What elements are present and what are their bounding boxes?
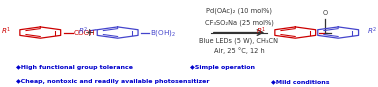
Text: COOH: COOH [73,30,95,36]
Text: ◆Cheap, nontoxic and readily available photosensitizer: ◆Cheap, nontoxic and readily available p… [15,79,209,84]
Text: Blue LEDs (5 W), CH₃CN: Blue LEDs (5 W), CH₃CN [200,38,279,44]
Text: Air, 25 °C, 12 h: Air, 25 °C, 12 h [214,48,264,54]
Text: Pd(OAc)₂ (10 mol%): Pd(OAc)₂ (10 mol%) [206,7,272,14]
Text: ◆High functional group tolerance: ◆High functional group tolerance [15,65,133,70]
Text: $R^1$: $R^1$ [1,25,11,37]
Text: CF₃SO₂Na (25 mol%): CF₃SO₂Na (25 mol%) [204,19,273,26]
Text: ◆Simple operation: ◆Simple operation [190,65,255,70]
Text: B(OH)$_2$: B(OH)$_2$ [150,28,176,38]
Text: O: O [322,10,328,16]
Text: $R^1$: $R^1$ [256,25,266,37]
Text: $R^2$: $R^2$ [367,25,377,37]
Text: $R^2$: $R^2$ [78,25,88,37]
Text: ◆Mild conditions: ◆Mild conditions [271,79,329,84]
Text: +: + [85,28,94,38]
